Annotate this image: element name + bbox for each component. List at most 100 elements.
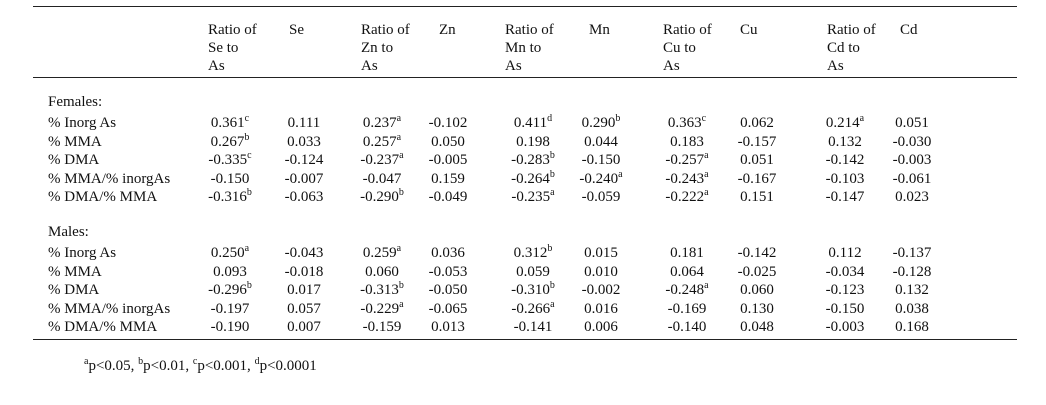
cell-value: -0.316: [208, 189, 247, 205]
table-cell: -0.222a: [642, 188, 732, 205]
cell-value: -0.034: [825, 263, 865, 280]
cell-value: 0.132: [895, 282, 929, 298]
table-cell: -0.197: [185, 301, 275, 317]
col-header-line: Mn to: [505, 40, 542, 56]
significance-mark: a: [399, 298, 404, 310]
table-cell: 0.064: [642, 264, 732, 280]
cell-value: 0.363: [667, 115, 702, 131]
table-cell: 0.062: [712, 116, 802, 131]
footnote-mark: b: [138, 356, 144, 367]
cell-value: 0.060: [365, 263, 399, 280]
table-cell: 0.016: [556, 301, 646, 317]
table-cell: 0.010: [556, 263, 646, 280]
cell-value: 0.036: [431, 245, 465, 261]
col-header-line: Ratio of: [208, 22, 257, 38]
cell-value: -0.190: [210, 319, 250, 335]
table-cell: -0.264b: [488, 168, 578, 187]
cell-value: 0.050: [431, 133, 465, 150]
significance-mark: b: [549, 168, 555, 180]
header-rule: [33, 77, 1017, 78]
table-cell: -0.243a: [642, 168, 732, 187]
cell-value: 0.010: [584, 263, 618, 280]
cell-value: -0.128: [892, 263, 932, 280]
table-cell: -0.128: [867, 263, 957, 280]
significance-mark: a: [399, 150, 404, 161]
col-header-se-ratio: Ratio of Se to As: [208, 21, 298, 75]
table-cell: 0.057: [259, 301, 349, 317]
cell-value: -0.169: [667, 300, 707, 317]
cell-value: -0.043: [284, 245, 324, 261]
col-header-line: As: [663, 58, 680, 74]
significance-mark: b: [244, 131, 250, 143]
cell-value: 0.151: [740, 189, 774, 205]
table-cell: -0.061: [867, 170, 957, 187]
cell-value: 0.312: [513, 245, 548, 261]
cell-value: -0.248: [665, 282, 705, 298]
cell-value: -0.222: [665, 189, 705, 205]
table-cell: -0.237a: [337, 150, 427, 168]
cell-value: -0.061: [892, 170, 932, 187]
table-cell: -0.049: [403, 190, 493, 205]
table-cell: 0.237a: [337, 114, 427, 131]
table-cell: 0.048: [712, 320, 802, 335]
row-label: % MMA: [48, 263, 102, 280]
table-cell: -0.002: [556, 283, 646, 298]
col-header-mn: Mn: [589, 21, 649, 39]
col-header-cu: Cu: [740, 21, 800, 39]
significance-mark: b: [246, 187, 252, 198]
col-header-line: Se: [289, 22, 304, 38]
table-cell: -0.140: [642, 320, 732, 335]
cell-value: -0.065: [428, 300, 468, 317]
table-cell: 0.198: [488, 134, 578, 150]
table-cell: -0.150: [800, 301, 890, 317]
table-cell: -0.018: [259, 264, 349, 280]
cell-value: -0.059: [581, 189, 621, 205]
cell-value: 0.023: [895, 189, 929, 205]
significance-mark: a: [550, 187, 555, 198]
table-cell: -0.157: [712, 134, 802, 150]
table-cell: -0.266a: [488, 299, 578, 317]
col-header-se: Se: [289, 21, 349, 39]
table-cell: 0.060: [337, 263, 427, 280]
cell-value: 0.259: [362, 245, 397, 261]
col-header-mn-ratio: Ratio of Mn to As: [505, 21, 595, 75]
table-cell: -0.050: [403, 283, 493, 298]
table-cell: 0.159: [403, 171, 493, 187]
cell-value: 0.112: [828, 245, 862, 261]
cell-value: -0.124: [284, 152, 324, 168]
footnote-mark: c: [192, 356, 198, 367]
significance-mark: b: [547, 243, 553, 254]
table-cell: 0.363c: [642, 114, 732, 131]
cell-value: 0.267: [210, 133, 245, 150]
col-header-line: Ratio of: [505, 22, 554, 38]
cell-value: -0.283: [511, 152, 550, 168]
cell-value: -0.240: [579, 170, 619, 187]
table-cell: 0.017: [259, 283, 349, 298]
cell-value: 0.007: [287, 319, 321, 335]
significance-mark: b: [246, 280, 252, 291]
table-cell: 0.036: [403, 246, 493, 261]
cell-value: -0.063: [284, 189, 324, 205]
significance-mark: b: [398, 280, 404, 291]
significance-mark: a: [396, 131, 402, 143]
table-cell: -0.235a: [488, 187, 578, 205]
cell-value: -0.102: [428, 115, 468, 131]
cell-value: 0.006: [584, 319, 618, 335]
cell-value: 0.411: [513, 115, 548, 131]
significance-mark: a: [704, 168, 709, 180]
significance-mark: a: [704, 150, 709, 161]
table-cell: -0.159: [337, 320, 427, 335]
cell-value: -0.150: [210, 170, 250, 187]
cell-value: -0.003: [892, 152, 932, 168]
table-cell: -0.296b: [185, 280, 275, 298]
table-cell: -0.124: [259, 153, 349, 168]
col-header-line: Cu: [740, 22, 758, 38]
table-cell: 0.111: [259, 116, 349, 131]
cell-value: -0.050: [428, 282, 468, 298]
table-cell: -0.123: [800, 283, 890, 298]
cell-value: -0.030: [892, 133, 932, 150]
table-cell: 0.132: [800, 134, 890, 150]
cell-value: -0.123: [825, 282, 865, 298]
cell-value: 0.060: [740, 282, 774, 298]
table-cell: -0.102: [403, 116, 493, 131]
